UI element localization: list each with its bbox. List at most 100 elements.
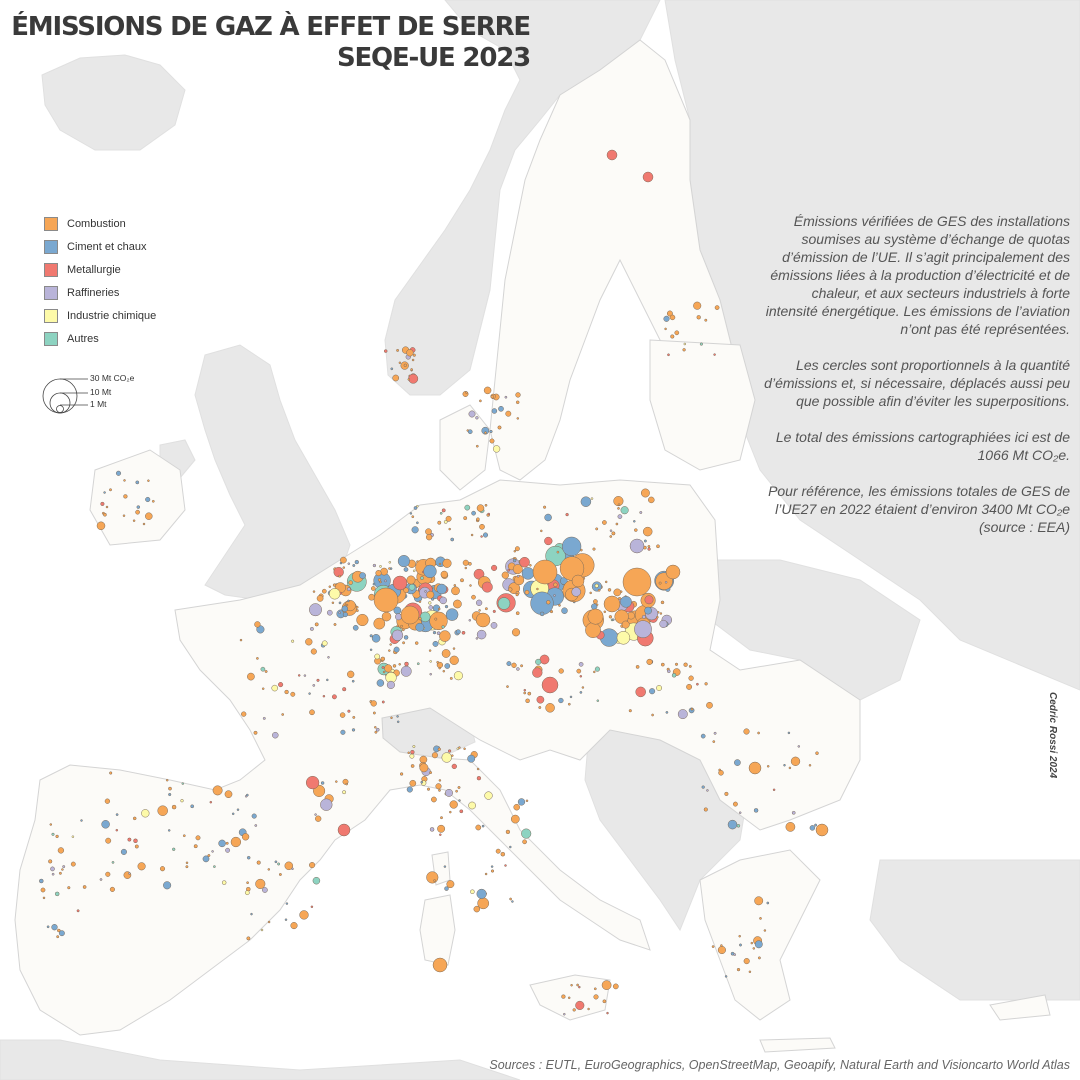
emission-point bbox=[464, 504, 471, 511]
emission-point bbox=[414, 641, 419, 645]
emission-point bbox=[57, 847, 65, 854]
emission-point bbox=[167, 829, 171, 832]
emission-point bbox=[383, 349, 388, 353]
emission-point bbox=[392, 374, 400, 382]
emission-point bbox=[717, 945, 726, 955]
emission-point bbox=[432, 957, 448, 973]
emission-point bbox=[381, 666, 385, 669]
emission-point bbox=[532, 667, 543, 678]
emission-point bbox=[402, 641, 406, 645]
emission-point bbox=[511, 662, 517, 668]
emission-point bbox=[449, 800, 458, 809]
emission-point bbox=[532, 559, 558, 585]
emission-point bbox=[411, 515, 415, 519]
legend-item-metallurgy: Metallurgie bbox=[44, 258, 156, 281]
map-title-line2: SEQE-UE 2023 bbox=[336, 43, 531, 73]
emission-point bbox=[407, 378, 411, 381]
emission-point bbox=[441, 625, 445, 629]
emission-point bbox=[348, 580, 353, 585]
emission-point bbox=[55, 834, 59, 839]
emission-point bbox=[527, 691, 532, 696]
emission-point bbox=[386, 680, 395, 689]
emission-point bbox=[512, 564, 523, 575]
emission-point bbox=[411, 526, 419, 534]
legend-swatch-other bbox=[44, 331, 58, 346]
emission-point bbox=[476, 504, 485, 512]
emission-point bbox=[135, 480, 140, 485]
emission-point bbox=[449, 676, 453, 680]
emission-point bbox=[640, 488, 650, 498]
emission-point bbox=[558, 668, 564, 674]
emission-point bbox=[145, 512, 153, 520]
note-paragraph: Le total des émissions cartographiées ic… bbox=[775, 429, 1070, 463]
emission-point bbox=[490, 622, 498, 629]
emission-point bbox=[445, 788, 453, 797]
size-legend: 30 Mt CO₂e 10 Mt 1 Mt bbox=[42, 372, 172, 416]
emission-point bbox=[471, 510, 476, 516]
emission-point bbox=[571, 574, 585, 588]
emission-point bbox=[439, 596, 447, 605]
emission-point bbox=[524, 589, 530, 595]
emission-point bbox=[567, 702, 571, 706]
emission-point bbox=[594, 583, 599, 588]
emission-point bbox=[380, 656, 386, 662]
emission-point bbox=[594, 666, 600, 672]
emission-point bbox=[137, 862, 146, 871]
iceland-landmass bbox=[41, 54, 186, 151]
emission-point bbox=[412, 569, 416, 573]
emission-point bbox=[46, 925, 50, 929]
emission-point bbox=[326, 609, 333, 616]
emission-point bbox=[416, 662, 420, 666]
emission-point bbox=[439, 511, 443, 515]
emission-point bbox=[429, 660, 432, 663]
emission-point bbox=[297, 674, 301, 677]
emission-point bbox=[443, 520, 448, 524]
emission-point bbox=[157, 805, 168, 816]
emission-point bbox=[436, 660, 440, 664]
emission-point bbox=[455, 629, 461, 635]
emission-point bbox=[522, 839, 527, 845]
emission-point bbox=[456, 747, 460, 750]
emission-point bbox=[553, 582, 558, 587]
emission-point bbox=[103, 491, 106, 494]
emission-point bbox=[620, 506, 629, 515]
emission-point bbox=[603, 610, 607, 614]
emission-point bbox=[260, 666, 266, 672]
emission-point bbox=[404, 661, 409, 667]
emission-point bbox=[190, 804, 195, 809]
emission-point bbox=[320, 798, 333, 811]
emission-point bbox=[388, 567, 391, 570]
emission-point bbox=[396, 715, 399, 718]
emission-point bbox=[458, 746, 461, 749]
emission-point bbox=[467, 429, 473, 435]
emission-point bbox=[316, 678, 320, 682]
emission-point bbox=[285, 902, 289, 905]
emission-point bbox=[392, 575, 408, 591]
emission-point bbox=[239, 638, 243, 642]
emission-point bbox=[476, 776, 482, 781]
emission-point bbox=[475, 612, 491, 628]
emission-point bbox=[720, 944, 723, 947]
emission-point bbox=[498, 405, 504, 412]
emission-point bbox=[370, 586, 376, 591]
emission-point bbox=[492, 609, 496, 613]
emission-point bbox=[665, 564, 681, 580]
emission-point bbox=[51, 872, 55, 876]
emission-point bbox=[748, 970, 752, 974]
emission-point bbox=[225, 847, 231, 853]
emission-point bbox=[441, 508, 446, 513]
emission-point bbox=[643, 539, 647, 543]
emission-point bbox=[416, 504, 419, 508]
emission-point bbox=[535, 658, 542, 665]
emission-point bbox=[115, 828, 119, 832]
emission-point bbox=[50, 866, 55, 872]
emission-point bbox=[635, 686, 646, 698]
emission-point bbox=[521, 828, 532, 839]
emission-point bbox=[743, 728, 750, 735]
emission-point bbox=[51, 924, 58, 931]
emission-point bbox=[759, 917, 762, 920]
emission-point bbox=[246, 936, 251, 941]
emission-point bbox=[595, 527, 599, 531]
emission-point bbox=[757, 731, 760, 735]
